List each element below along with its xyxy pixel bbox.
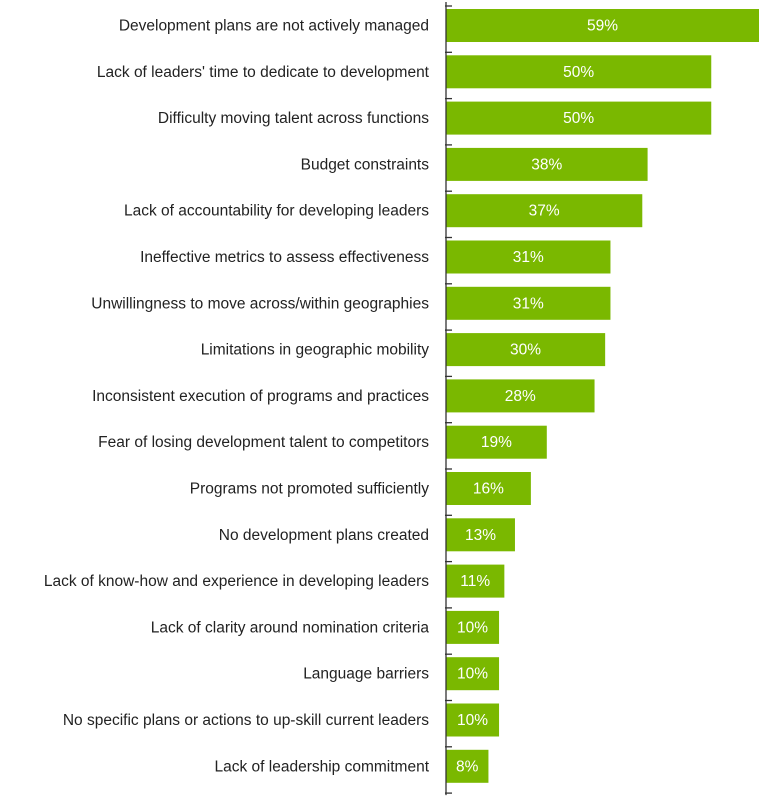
value-label: 16% — [473, 481, 504, 498]
value-label: 30% — [510, 342, 541, 359]
category-label: Inconsistent execution of programs and p… — [92, 388, 429, 405]
bar — [446, 55, 712, 89]
value-label: 31% — [513, 249, 544, 266]
value-label: 8% — [456, 758, 479, 775]
bar — [446, 610, 500, 644]
value-label: 38% — [531, 156, 562, 173]
category-label: Development plans are not actively manag… — [119, 18, 429, 35]
category-label: Lack of clarity around nomination criter… — [151, 619, 430, 636]
category-label: Language barriers — [303, 666, 429, 683]
value-label: 10% — [457, 619, 488, 636]
y-axis-group — [445, 2, 452, 796]
value-label: 59% — [587, 18, 618, 35]
category-labels-group: Development plans are not actively manag… — [44, 18, 430, 776]
bar — [446, 518, 515, 552]
value-label: 13% — [465, 527, 496, 544]
bar — [446, 379, 595, 413]
bar — [446, 425, 547, 459]
category-label: No development plans created — [219, 527, 429, 544]
value-label: 11% — [460, 573, 490, 590]
value-label: 19% — [481, 434, 512, 451]
value-label: 10% — [457, 666, 488, 683]
bar — [446, 703, 500, 737]
category-label: Fear of losing development talent to com… — [98, 434, 429, 451]
bar — [446, 564, 505, 598]
bar — [446, 240, 611, 274]
category-label: Difficulty moving talent across function… — [158, 110, 429, 127]
bar — [446, 9, 759, 42]
bar — [446, 472, 531, 505]
bar — [446, 286, 611, 320]
category-label: No specific plans or actions to up-skill… — [63, 712, 429, 729]
bar — [446, 333, 606, 367]
value-label: 50% — [563, 110, 594, 127]
category-label: Lack of leadership commitment — [214, 758, 429, 775]
category-label: Budget constraints — [301, 156, 430, 173]
value-label: 28% — [505, 388, 536, 405]
bar — [446, 657, 500, 691]
value-label: 10% — [457, 712, 488, 729]
bar — [446, 194, 643, 228]
category-label: Ineffective metrics to assess effectiven… — [140, 249, 429, 266]
value-label: 50% — [563, 64, 594, 81]
bar — [446, 101, 712, 135]
bar — [446, 147, 648, 181]
category-label: Lack of leaders' time to dedicate to dev… — [97, 64, 430, 81]
category-label: Programs not promoted sufficiently — [190, 481, 429, 498]
value-label: 31% — [513, 295, 544, 312]
bar — [446, 749, 489, 783]
category-label: Lack of know-how and experience in devel… — [44, 573, 429, 590]
value-label: 37% — [529, 203, 560, 220]
bars-group — [446, 9, 759, 783]
value-labels-group: 59% 50% 50% 38% 37% 31% 31% 30% 28% 19% 16% 13% 11% 1… — [456, 18, 618, 776]
category-label: Unwillingness to move across/within geog… — [91, 295, 429, 312]
category-label: Limitations in geographic mobility — [201, 342, 430, 359]
category-label: Lack of accountability for developing le… — [124, 203, 429, 220]
